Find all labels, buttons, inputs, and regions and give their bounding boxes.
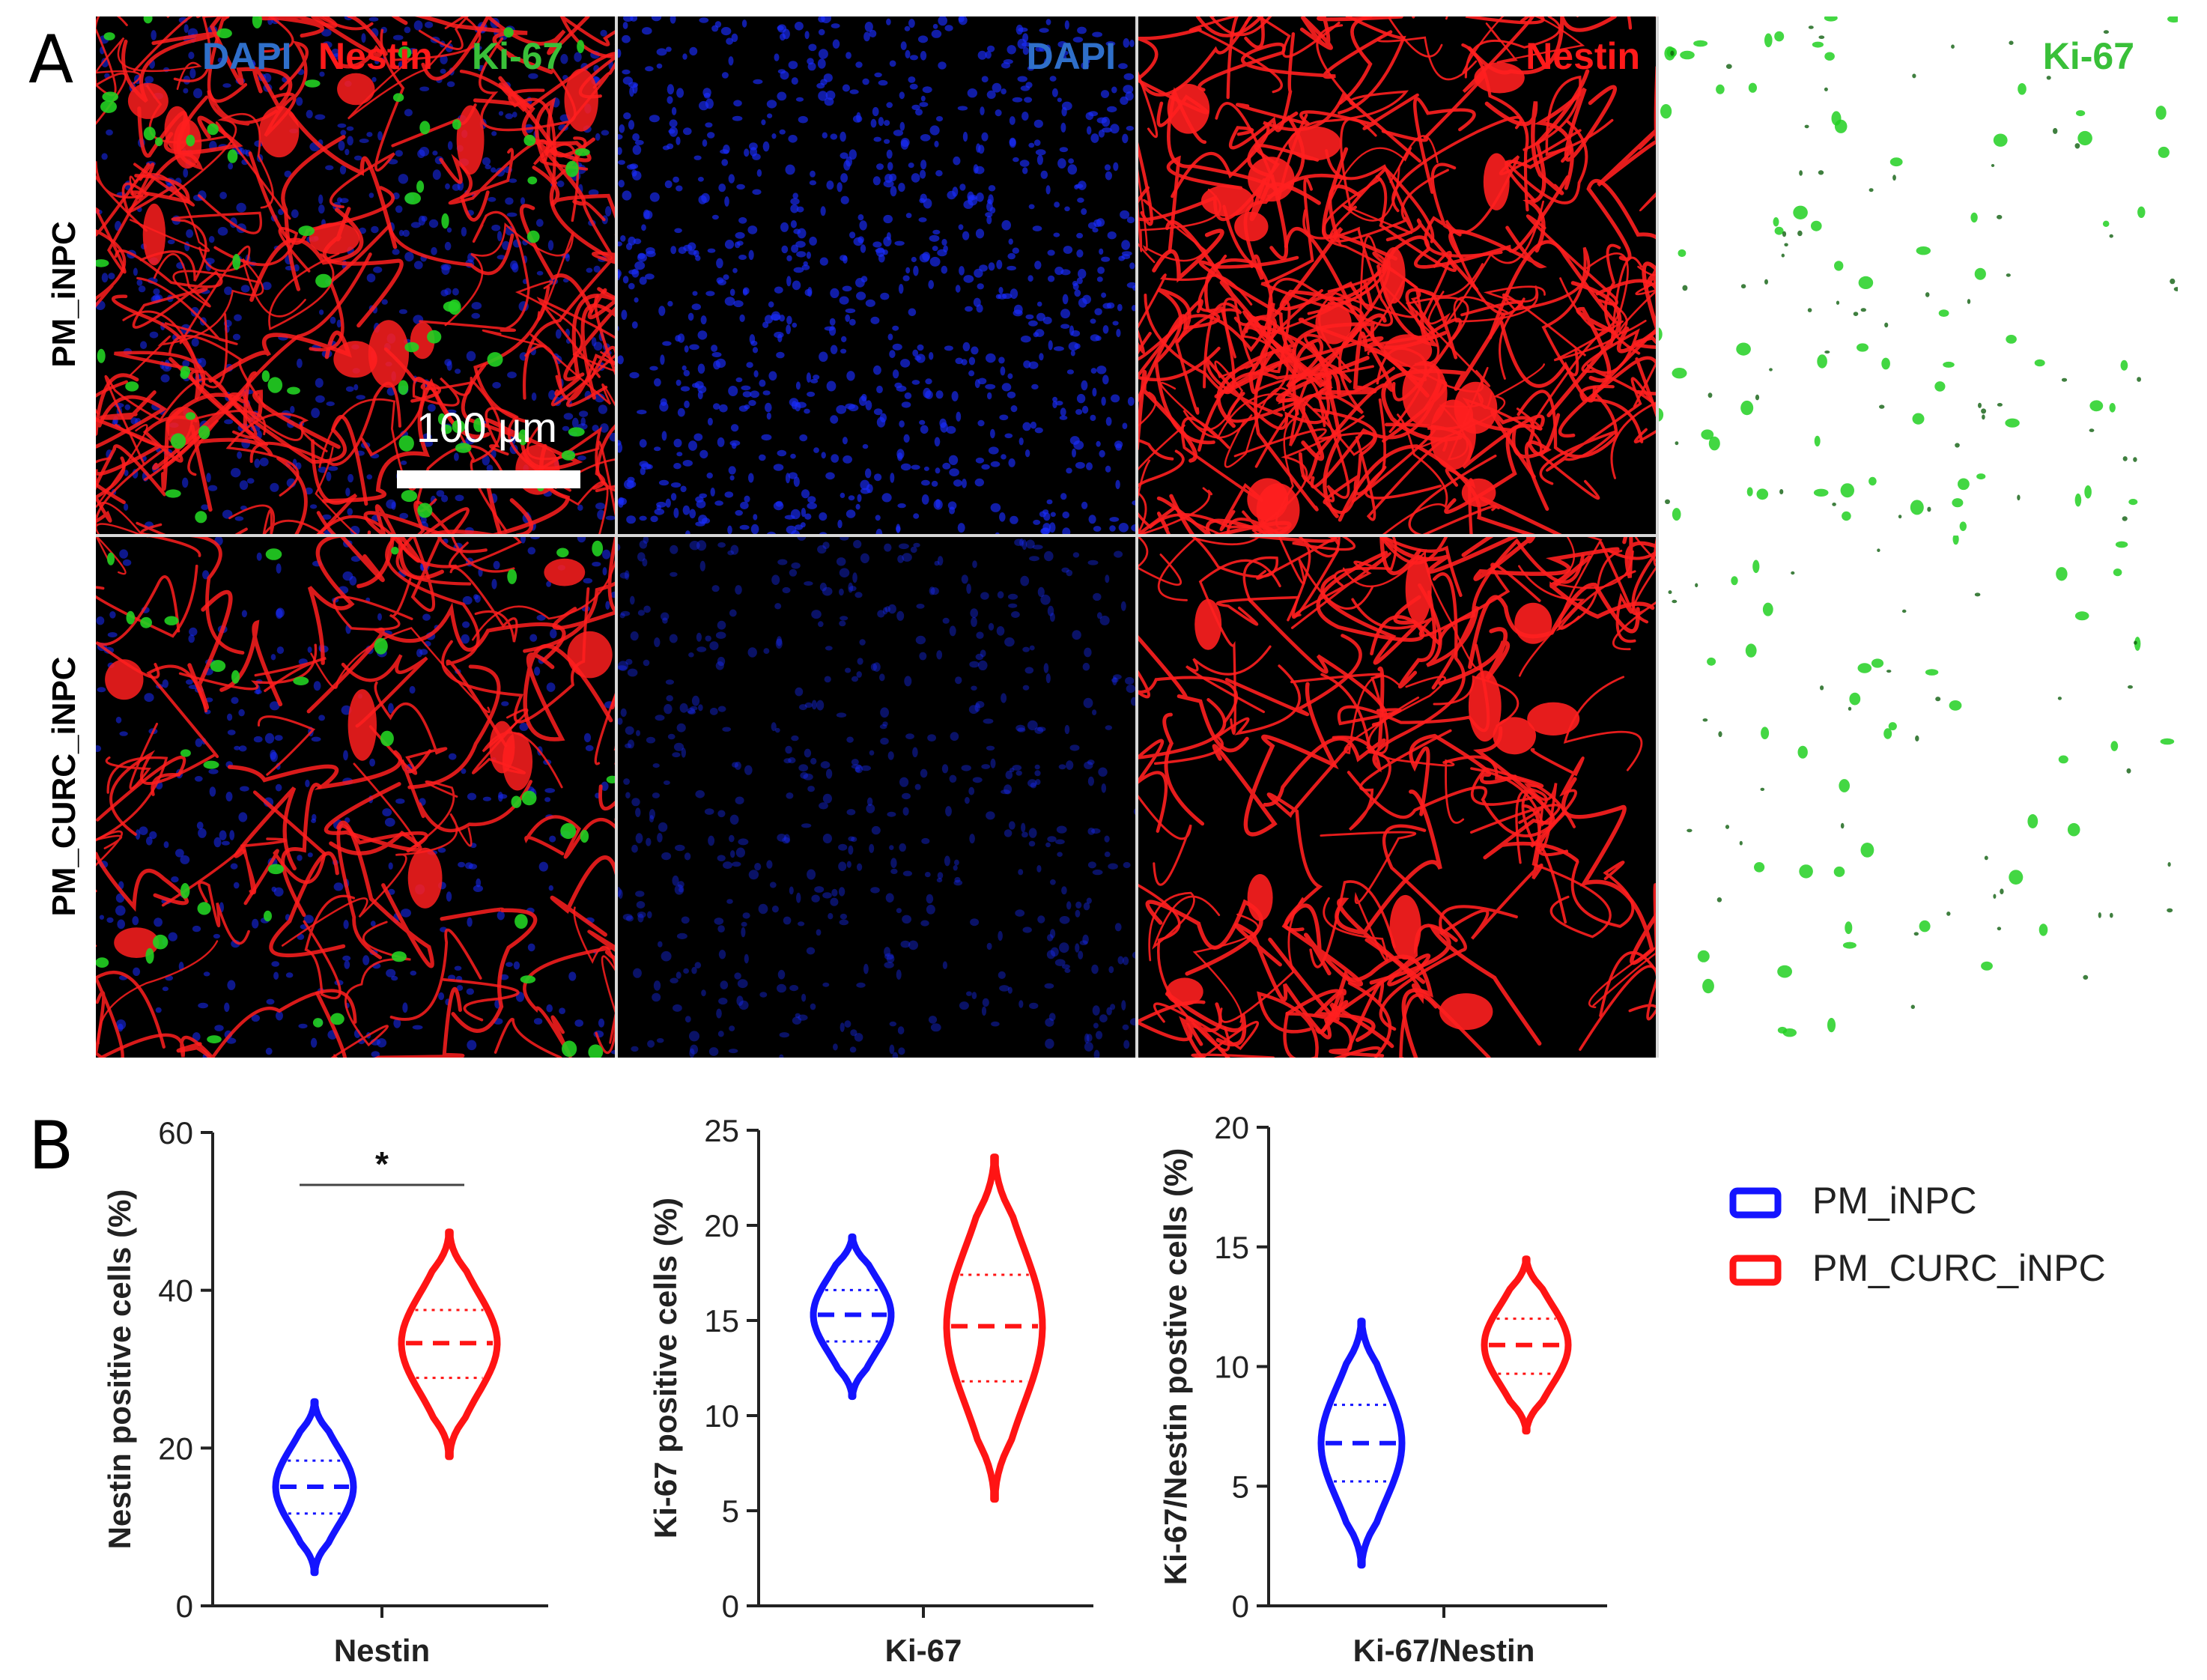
micrograph-cell — [1137, 16, 1657, 536]
significance-star: * — [375, 1144, 389, 1183]
legend: PM_iNPC PM_CURC_iNPC — [1729, 1180, 2106, 1289]
panel-label-b: B — [28, 1107, 73, 1184]
violin-pm-inpc — [272, 1398, 357, 1577]
legend-swatch-pm-curc-inpc — [1729, 1255, 1782, 1286]
y-axis-label: Ki-67 positive cells (%) — [648, 1198, 683, 1538]
column-label-ki67: Ki-67 — [2043, 35, 2134, 77]
column-label-nestin: Nestin — [1526, 35, 1640, 77]
merged-label-ki67: Ki-67 — [472, 35, 563, 77]
x-axis-label: Ki-67 — [885, 1633, 962, 1668]
y-tick-label: 15 — [704, 1303, 739, 1338]
legend-label-pm-inpc: PM_iNPC — [1812, 1180, 1976, 1222]
y-tick-label: 20 — [1214, 1110, 1249, 1145]
legend-swatch-pm-inpc — [1729, 1187, 1782, 1219]
panel-label-a: A — [28, 21, 73, 98]
merged-stain-label: DAPI Nestin Ki-67 — [202, 35, 563, 77]
y-axis-label: Nestin positive cells (%) — [102, 1189, 137, 1550]
violin-chart: 0 5 10 15 20 25 Ki-67 Ki-67 positive cells (%) — [648, 1113, 1093, 1668]
y-tick-label: 15 — [1214, 1230, 1249, 1265]
row-label-pm-curc-inpc: PM_CURC_iNPC — [46, 656, 82, 916]
y-tick-label: 0 — [176, 1589, 193, 1624]
y-tick-label: 10 — [704, 1398, 739, 1434]
violin-pm-curc-inpc — [398, 1228, 501, 1461]
micrograph-cell — [1137, 536, 1657, 1058]
micrograph-cell — [1668, 536, 2175, 1037]
row-label-pm-inpc: PM_iNPC — [46, 221, 82, 368]
y-tick-label: 5 — [722, 1493, 739, 1529]
micrographs — [96, 16, 2178, 1058]
y-tick-label: 20 — [158, 1431, 193, 1466]
violin-pm-curc-inpc — [1481, 1255, 1572, 1435]
micrograph-cell — [616, 16, 1137, 536]
y-tick-label: 10 — [1214, 1350, 1249, 1385]
x-axis-label: Nestin — [334, 1633, 430, 1668]
y-tick-label: 60 — [158, 1115, 193, 1150]
scale-bar-label: 100 µm — [416, 404, 557, 451]
y-tick-label: 0 — [1232, 1589, 1249, 1624]
violin-chart: 0 5 10 15 20 Ki-67/Nestin Ki-67/Nestin postive… — [1158, 1110, 1607, 1668]
micrograph-cell — [1657, 16, 2178, 531]
x-axis-label: Ki-67/Nestin — [1353, 1633, 1535, 1668]
violin-chart: 0 20 40 60 Nestin Nestin positive cells (%) * — [102, 1115, 548, 1668]
y-tick-label: 25 — [704, 1113, 739, 1148]
violin-pm-inpc — [810, 1233, 895, 1401]
legend-label-pm-curc-inpc: PM_CURC_iNPC — [1812, 1247, 2106, 1289]
y-tick-label: 40 — [158, 1273, 193, 1308]
merged-label-dapi: DAPI — [202, 35, 291, 77]
merged-label-nestin: Nestin — [318, 35, 433, 77]
y-tick-label: 20 — [704, 1208, 739, 1243]
micrograph-cell — [616, 536, 1137, 1058]
violin-pm-curc-inpc — [943, 1153, 1046, 1503]
column-label-dapi: DAPI — [1027, 35, 1116, 77]
violin-pm-inpc — [1317, 1317, 1406, 1569]
scale-bar — [397, 470, 580, 488]
micrograph-cell — [96, 16, 616, 536]
y-axis-label: Ki-67/Nestin postive cells (%) — [1158, 1148, 1193, 1586]
micrograph-cell — [96, 536, 616, 1058]
micrograph-separators — [96, 16, 1659, 1058]
y-tick-label: 0 — [722, 1589, 739, 1624]
y-tick-label: 5 — [1232, 1469, 1249, 1504]
